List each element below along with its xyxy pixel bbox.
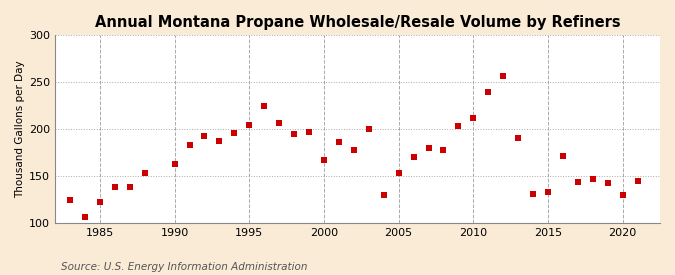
Point	[65, 197, 76, 202]
Point	[587, 177, 598, 181]
Point	[304, 130, 315, 134]
Point	[483, 89, 493, 94]
Point	[214, 139, 225, 144]
Point	[602, 181, 613, 185]
Point	[333, 140, 344, 145]
Point	[319, 158, 329, 163]
Text: Source: U.S. Energy Information Administration: Source: U.S. Energy Information Administ…	[61, 262, 307, 271]
Point	[199, 134, 210, 138]
Point	[558, 154, 568, 159]
Point	[378, 193, 389, 197]
Point	[139, 171, 150, 175]
Point	[528, 192, 539, 196]
Point	[169, 162, 180, 166]
Point	[617, 193, 628, 197]
Point	[363, 127, 374, 131]
Point	[259, 104, 269, 108]
Point	[394, 171, 404, 175]
Point	[497, 73, 508, 78]
Title: Annual Montana Propane Wholesale/Resale Volume by Refiners: Annual Montana Propane Wholesale/Resale …	[95, 15, 620, 30]
Point	[468, 116, 479, 120]
Point	[438, 148, 449, 152]
Point	[543, 190, 554, 194]
Point	[124, 184, 135, 189]
Point	[244, 122, 254, 127]
Point	[423, 146, 434, 150]
Point	[632, 179, 643, 183]
Point	[274, 120, 285, 125]
Point	[513, 136, 524, 140]
Point	[95, 200, 105, 205]
Point	[289, 132, 300, 136]
Point	[408, 155, 419, 160]
Point	[184, 143, 195, 147]
Point	[348, 148, 359, 152]
Point	[453, 124, 464, 129]
Y-axis label: Thousand Gallons per Day: Thousand Gallons per Day	[15, 60, 25, 198]
Point	[572, 180, 583, 184]
Point	[229, 131, 240, 135]
Point	[80, 214, 90, 219]
Point	[109, 184, 120, 189]
